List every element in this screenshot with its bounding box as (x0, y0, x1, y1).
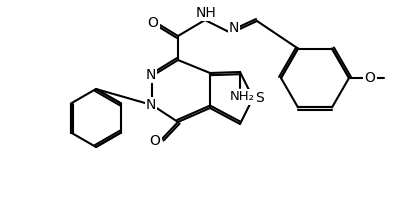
Text: N: N (229, 21, 239, 35)
Text: O: O (148, 16, 158, 30)
Text: O: O (365, 71, 375, 85)
Text: NH₂: NH₂ (229, 91, 254, 103)
Text: NH: NH (196, 6, 216, 20)
Text: N: N (146, 68, 156, 82)
Text: N: N (146, 98, 156, 112)
Text: O: O (150, 134, 160, 148)
Text: S: S (256, 91, 264, 105)
